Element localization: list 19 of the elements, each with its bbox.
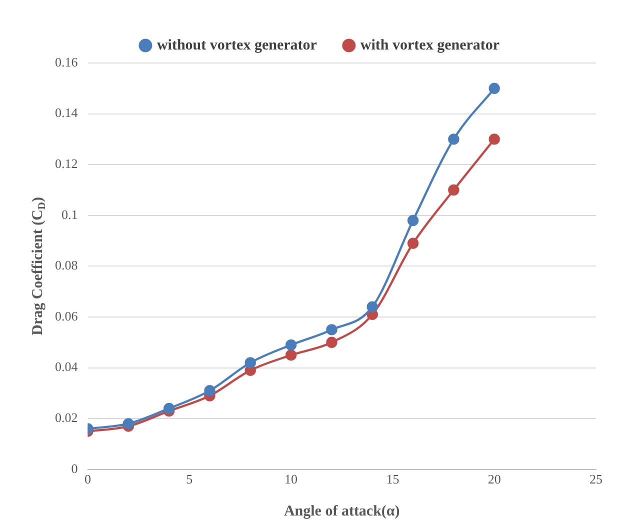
y-tick-label: 0.06	[55, 308, 78, 324]
x-tick-label: 15	[386, 472, 400, 487]
x-axis-title: Angle of attack(α)	[284, 503, 400, 520]
x-tick-label: 0	[84, 472, 91, 487]
y-tick-label: 0.12	[55, 156, 78, 172]
y-tick-label: 0	[71, 460, 78, 476]
legend-label: without vortex generator	[156, 37, 318, 54]
y-tick-label: 0.04	[55, 359, 78, 374]
x-tick-label: 25	[590, 472, 602, 487]
y-tick-label: 0.16	[55, 54, 78, 70]
x-tick-label: 5	[186, 472, 193, 487]
y-axis-title: Drag Coefficient (CD)	[30, 197, 48, 336]
legend-label: with vortex generator	[360, 37, 500, 54]
y-tick-label: 0.02	[55, 410, 78, 426]
x-tick-label: 20	[488, 472, 501, 487]
x-tick-label: 10	[284, 472, 298, 487]
y-tick-label: 0.1	[62, 206, 78, 222]
y-tick-label: 0.08	[55, 258, 78, 273]
y-tick-label: 0.14	[55, 105, 78, 120]
